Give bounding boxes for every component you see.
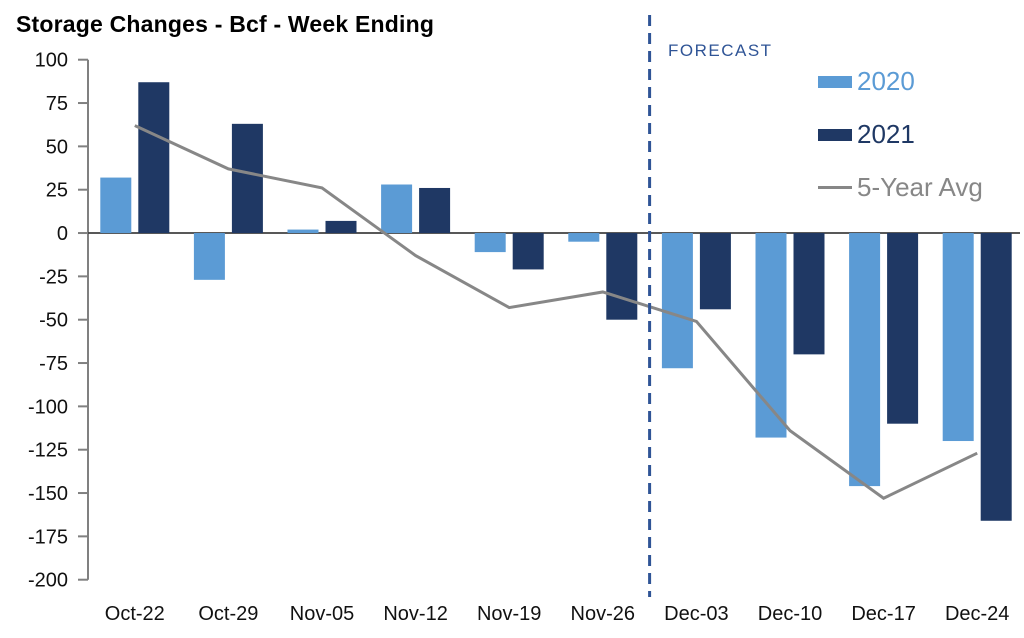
y-tick-label: -125 — [28, 440, 68, 462]
bar-2020-Oct-22 — [100, 177, 132, 234]
x-axis-label-Nov-19: Nov-19 — [477, 603, 541, 625]
y-tick-label: 100 — [35, 50, 68, 72]
y-tick-label: -150 — [28, 483, 68, 505]
legend-item-2020: 2020 — [818, 66, 983, 97]
y-tick-label: -75 — [39, 353, 68, 375]
bar-2021-Nov-05 — [325, 220, 357, 234]
legend-swatch-2020 — [818, 75, 852, 88]
legend-swatch-2021 — [818, 128, 852, 141]
y-tick-label: 0 — [57, 223, 68, 245]
bar-2020-Dec-24 — [942, 233, 974, 442]
legend-label-5-year-avg: 5-Year Avg — [857, 172, 983, 202]
bar-2021-Dec-03 — [699, 233, 731, 310]
bar-2021-Oct-22 — [138, 82, 170, 234]
y-tick-label: 25 — [46, 180, 68, 202]
legend: 2020 2021 5-Year Avg — [818, 66, 983, 225]
five-year-avg-line — [134, 124, 978, 500]
chart-title: Storage Changes - Bcf - Week Ending — [16, 11, 435, 37]
y-tick-label: -50 — [39, 310, 68, 332]
x-axis-label-Dec-24: Dec-24 — [945, 603, 1009, 625]
bar-2021-Nov-19 — [512, 233, 544, 270]
bar-2021-Nov-26 — [606, 233, 638, 320]
y-tick-label: -200 — [28, 570, 68, 592]
bar-2021-Nov-12 — [419, 187, 451, 234]
y-tick-label: -175 — [28, 526, 68, 548]
bar-2020-Nov-05 — [287, 229, 319, 234]
legend-label-2020: 2020 — [857, 66, 915, 96]
bar-2021-Dec-10 — [793, 233, 825, 355]
x-axis-label-Dec-03: Dec-03 — [664, 603, 728, 625]
bar-2020-Oct-29 — [193, 233, 225, 280]
x-axis-label-Oct-22: Oct-22 — [105, 603, 165, 625]
y-tick-label: -25 — [39, 266, 68, 288]
legend-line-swatch-5-year-avg — [818, 186, 852, 189]
bar-2021-Dec-24 — [980, 233, 1012, 521]
bar-2020-Dec-10 — [755, 233, 787, 438]
legend-item-2021: 2021 — [818, 119, 983, 150]
bar-2020-Nov-26 — [568, 233, 600, 242]
y-tick-label: 75 — [46, 93, 68, 115]
bar-2021-Dec-17 — [887, 233, 919, 424]
x-axis-label-Oct-29: Oct-29 — [198, 603, 258, 625]
x-axis-label-Nov-26: Nov-26 — [571, 603, 635, 625]
x-axis-label-Dec-17: Dec-17 — [851, 603, 915, 625]
bar-2020-Dec-03 — [661, 233, 693, 369]
bar-2020-Nov-12 — [381, 184, 413, 234]
y-tick-label: -100 — [28, 396, 68, 418]
y-tick-label: 50 — [46, 136, 68, 158]
x-axis-label-Nov-12: Nov-12 — [383, 603, 447, 625]
x-axis-label-Nov-05: Nov-05 — [290, 603, 354, 625]
bar-2020-Dec-17 — [849, 233, 881, 487]
bar-2021-Oct-29 — [231, 123, 263, 234]
bar-2020-Nov-19 — [474, 233, 506, 253]
forecast-label: FORECAST — [668, 41, 773, 60]
x-axis-label-Dec-10: Dec-10 — [758, 603, 822, 625]
legend-label-2021: 2021 — [857, 119, 915, 149]
legend-item-5-year-avg: 5-Year Avg — [818, 172, 983, 203]
